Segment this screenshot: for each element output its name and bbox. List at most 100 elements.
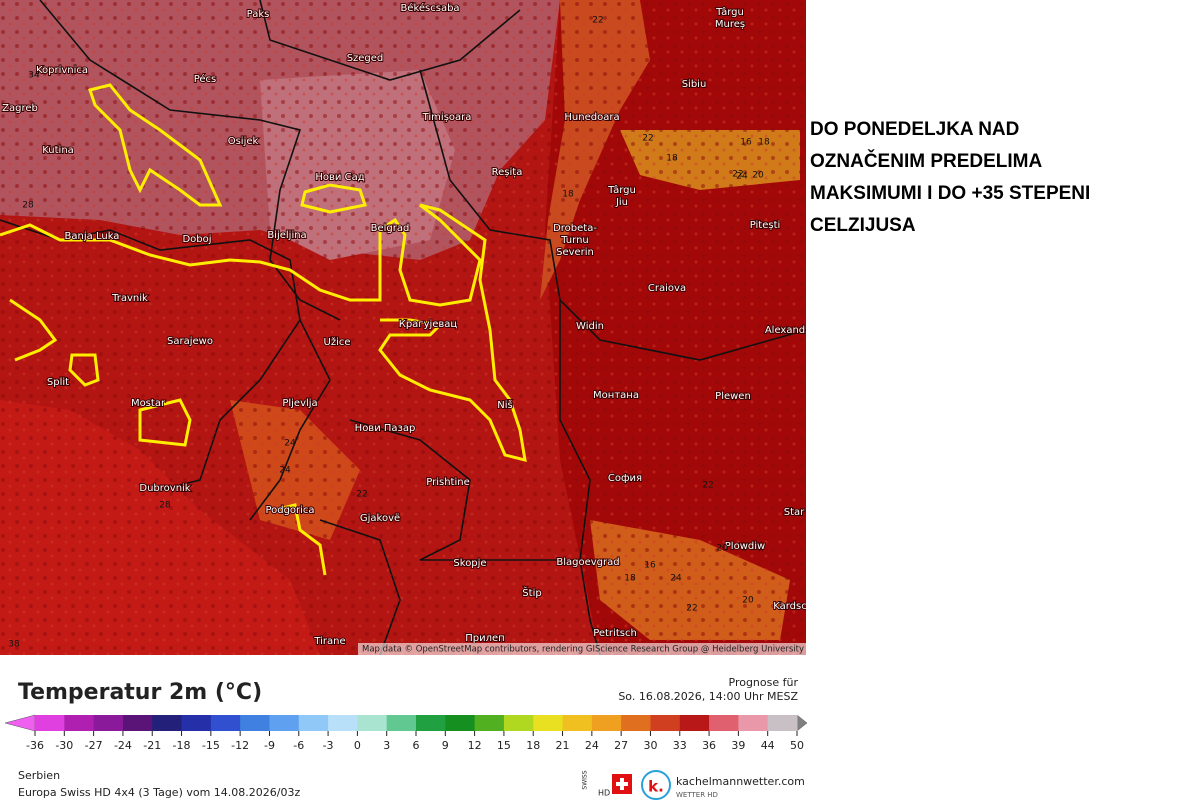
annotation: DO PONEDELJKA NAD OZNAČENIM PREDELIMA MAKS… (810, 119, 1090, 236)
scale-tick-label: 6 (413, 739, 420, 752)
city-label: Osijek (228, 136, 259, 147)
city-label: Kutina (42, 145, 74, 156)
scale-segment (357, 715, 388, 731)
scale-tick-label: -18 (173, 739, 191, 752)
temperature-label: 22 (702, 481, 713, 491)
scale-segment (269, 715, 300, 731)
temperature-label: 24 (670, 574, 682, 584)
temperature-label: 18 (624, 574, 636, 584)
annotation-line: OZNAČENIM PREDELIMA (810, 150, 1043, 172)
city-label: Mureș (715, 19, 745, 30)
temperature-label: 22 (642, 134, 653, 144)
scale-tick-label: -3 (323, 739, 334, 752)
model: Europa Swiss HD 4x4 (3 Tage) vom 14.08.2… (18, 786, 300, 799)
city-label: Drobeta- (553, 223, 597, 234)
scale-tick-label: 15 (497, 739, 511, 752)
city-label: Paks (247, 9, 270, 20)
scale-segment (533, 715, 564, 731)
scale-segment (445, 715, 476, 731)
city-label: Štip (522, 586, 541, 599)
scale-tick-label: 36 (702, 739, 716, 752)
city-label: Bijeljina (267, 230, 306, 241)
city-label: Hunedoara (564, 112, 619, 123)
brand: kachelmannwetter.com (676, 775, 805, 788)
city-label: Užice (324, 336, 351, 348)
temperature-label: 18 (666, 154, 678, 164)
scale-tick-label: -24 (114, 739, 132, 752)
scale-tick-label: 3 (383, 739, 390, 752)
temperature-label: 24 (279, 466, 291, 476)
scale-tick-label: 27 (614, 739, 628, 752)
city-label: Turnu (560, 235, 589, 246)
temperature-label: 20 (716, 544, 728, 554)
scale-segment (152, 715, 183, 731)
borders (0, 0, 806, 655)
scale-tick-label: 0 (354, 739, 361, 752)
city-label: Kardsc (773, 601, 807, 612)
temperature-label: 28 (22, 201, 34, 211)
city-label: Skopje (453, 558, 486, 569)
city-label: Banja Luka (65, 231, 120, 242)
scale-tick-label: 50 (790, 739, 804, 752)
temperature-label: 24 (284, 439, 296, 449)
city-label: Târgu (607, 184, 636, 196)
city-label: Travnik (111, 293, 148, 304)
scale-segment (240, 715, 270, 731)
scale-segment (386, 715, 417, 731)
swiss-label: SWISS (582, 770, 589, 789)
scale-tick-label: 24 (585, 739, 599, 752)
temperature-label: 16 (644, 561, 656, 571)
scale-segment (416, 715, 446, 731)
scale-tick-label: -30 (55, 739, 73, 752)
texture (0, 0, 806, 655)
svg-text:k.: k. (648, 778, 664, 796)
city-label: Sarajewo (167, 336, 213, 347)
city-label: Plewen (715, 391, 751, 402)
scale-segment (93, 715, 124, 731)
scale-segment (181, 715, 212, 731)
region: Serbien (18, 769, 60, 782)
forecast-label: Prognose für (729, 676, 799, 689)
scale-segment (35, 715, 65, 731)
scale-tick-label: 12 (468, 739, 482, 752)
temperature-label: 20 (752, 171, 764, 181)
temperature-label: 18 (758, 138, 770, 148)
city-label: Sibiu (682, 79, 707, 90)
legend-title: Temperatur 2m (°C) (18, 680, 262, 705)
city-label: София (608, 473, 642, 484)
city-label: Pljevlja (282, 398, 317, 409)
city-label: Нови Пазар (355, 423, 416, 434)
scale-tick-label: -27 (85, 739, 103, 752)
city-label: Prishtine (426, 477, 469, 488)
city-label: Târgu (715, 6, 744, 18)
scale-segment (298, 715, 329, 731)
scale-segment (210, 715, 241, 731)
city-label: Монтана (593, 390, 639, 401)
city-label: Dubrovnik (139, 483, 190, 494)
temperature-label: 24 (736, 172, 748, 182)
scale-tick-label: -15 (202, 739, 220, 752)
city-label: Tirane (313, 636, 345, 647)
city-label: Békéscsaba (400, 2, 459, 14)
temperature-label: 18 (562, 190, 574, 200)
city-label: Gjakovë (360, 513, 400, 524)
temperature-label: 22 (686, 604, 697, 614)
annotation-line: MAKSIMUMI I DO +35 STEPENI (810, 183, 1090, 204)
scale-segment (64, 715, 95, 731)
city-label: Plowdiw (725, 541, 765, 552)
city-label: Craiova (648, 283, 686, 294)
city-label: Нови Сад (315, 172, 364, 183)
scale-segment (621, 715, 651, 731)
scale-tick-label: -9 (264, 739, 275, 752)
city-label: Podgorica (265, 505, 314, 516)
color-scale: -36 -30 -27 -24 -21 -18 -15 -12 -9 -6 -3 0 3 6 9 12 15 18… (4, 714, 808, 752)
scale-tick-label: 33 (673, 739, 687, 752)
scale-low-arrow (4, 714, 36, 732)
city-label: Pitești (750, 220, 781, 231)
city-label: Jiu (615, 197, 628, 208)
scale-tick-label: 9 (442, 739, 449, 752)
city-label: Belgrad (371, 223, 410, 234)
scale-tick-label: 39 (731, 739, 745, 752)
scale-tick-label: 18 (526, 739, 540, 752)
